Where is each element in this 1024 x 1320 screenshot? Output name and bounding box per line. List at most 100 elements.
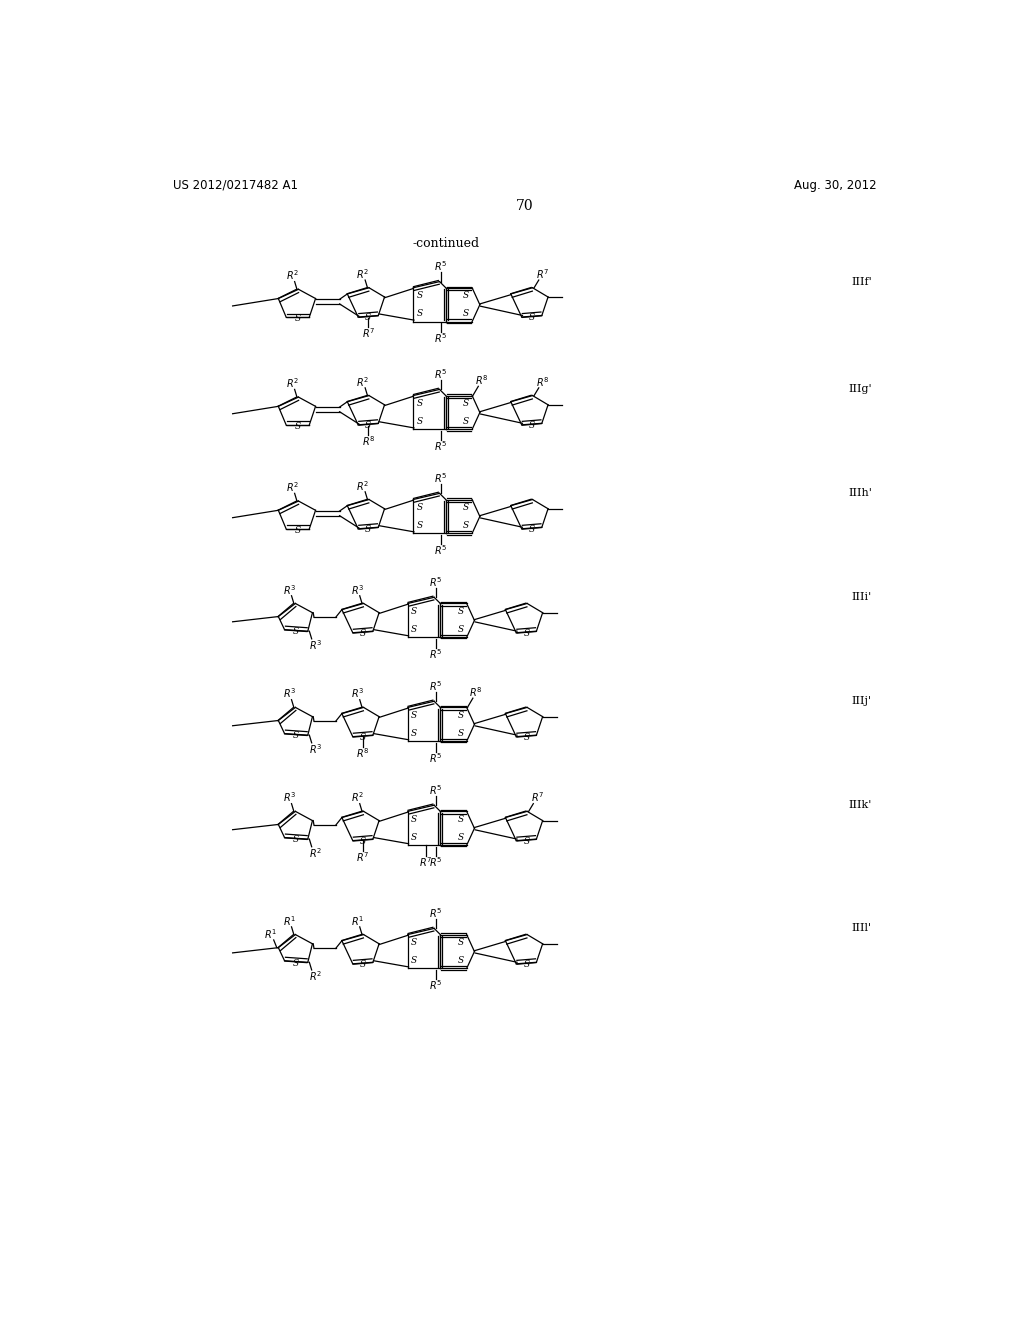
Text: S: S: [458, 626, 464, 634]
Text: IIIi': IIIi': [852, 593, 872, 602]
Text: S: S: [295, 422, 301, 430]
Text: S: S: [523, 630, 529, 638]
Text: S: S: [463, 290, 469, 300]
Text: S: S: [417, 521, 423, 531]
Text: S: S: [463, 521, 469, 531]
Text: S: S: [366, 313, 372, 322]
Text: S: S: [411, 956, 417, 965]
Text: $R^1$: $R^1$: [264, 927, 278, 941]
Text: S: S: [293, 627, 299, 636]
Text: $R^2$: $R^2$: [356, 267, 370, 281]
Text: S: S: [411, 814, 417, 824]
Text: S: S: [293, 731, 299, 741]
Text: -continued: -continued: [413, 236, 479, 249]
Text: S: S: [295, 525, 301, 535]
Text: $R^3$: $R^3$: [283, 582, 296, 597]
Text: S: S: [417, 399, 423, 408]
Text: S: S: [463, 417, 469, 426]
Text: $R^5$: $R^5$: [429, 783, 442, 797]
Text: $R^5$: $R^5$: [434, 259, 447, 273]
Text: IIIg': IIIg': [848, 384, 872, 395]
Text: S: S: [359, 960, 366, 969]
Text: S: S: [458, 607, 464, 615]
Text: S: S: [417, 290, 423, 300]
Text: $R^3$: $R^3$: [309, 638, 323, 652]
Text: S: S: [417, 309, 423, 318]
Text: S: S: [458, 833, 464, 842]
Text: $R^5$: $R^5$: [434, 331, 447, 346]
Text: S: S: [411, 626, 417, 634]
Text: S: S: [528, 421, 535, 430]
Text: S: S: [458, 814, 464, 824]
Text: $R^3$: $R^3$: [309, 742, 323, 756]
Text: 70: 70: [516, 199, 534, 213]
Text: $R^7$: $R^7$: [419, 855, 432, 869]
Text: S: S: [411, 937, 417, 946]
Text: $R^7$: $R^7$: [361, 326, 375, 341]
Text: $R^8$: $R^8$: [536, 375, 549, 388]
Text: US 2012/0217482 A1: US 2012/0217482 A1: [173, 178, 298, 191]
Text: $R^3$: $R^3$: [351, 686, 365, 701]
Text: $R^8$: $R^8$: [361, 434, 375, 447]
Text: S: S: [411, 710, 417, 719]
Text: $R^2$: $R^2$: [309, 969, 323, 983]
Text: $R^2$: $R^2$: [286, 376, 299, 391]
Text: $R^1$: $R^1$: [283, 913, 296, 928]
Text: $R^2$: $R^2$: [351, 791, 364, 804]
Text: $R^8$: $R^8$: [469, 685, 482, 698]
Text: $R^5$: $R^5$: [429, 678, 442, 693]
Text: $R^3$: $R^3$: [283, 791, 296, 804]
Text: S: S: [417, 503, 423, 512]
Text: IIIl': IIIl': [852, 924, 872, 933]
Text: S: S: [458, 956, 464, 965]
Text: S: S: [463, 503, 469, 512]
Text: S: S: [528, 313, 535, 322]
Text: S: S: [523, 837, 529, 846]
Text: S: S: [417, 417, 423, 426]
Text: S: S: [523, 733, 529, 742]
Text: S: S: [359, 733, 366, 742]
Text: $R^2$: $R^2$: [286, 480, 299, 494]
Text: $R^8$: $R^8$: [356, 746, 370, 760]
Text: $R^2$: $R^2$: [356, 375, 370, 388]
Text: $R^5$: $R^5$: [434, 544, 447, 557]
Text: $R^5$: $R^5$: [429, 576, 442, 589]
Text: S: S: [411, 833, 417, 842]
Text: S: S: [528, 525, 535, 535]
Text: $R^5$: $R^5$: [429, 906, 442, 920]
Text: $R^5$: $R^5$: [434, 367, 447, 381]
Text: $R^2$: $R^2$: [356, 479, 370, 492]
Text: $R^5$: $R^5$: [434, 440, 447, 453]
Text: S: S: [295, 314, 301, 323]
Text: $R^5$: $R^5$: [429, 647, 442, 661]
Text: $R^3$: $R^3$: [351, 582, 365, 597]
Text: $R^1$: $R^1$: [351, 913, 364, 928]
Text: IIIh': IIIh': [848, 488, 872, 499]
Text: $R^7$: $R^7$: [356, 850, 370, 863]
Text: S: S: [359, 837, 366, 846]
Text: $R^5$: $R^5$: [434, 471, 447, 484]
Text: $R^3$: $R^3$: [283, 686, 296, 701]
Text: $R^8$: $R^8$: [475, 374, 488, 387]
Text: S: S: [366, 421, 372, 430]
Text: $R^2$: $R^2$: [286, 268, 299, 282]
Text: $R^2$: $R^2$: [309, 846, 323, 859]
Text: S: S: [458, 937, 464, 946]
Text: S: S: [366, 525, 372, 535]
Text: $R^7$: $R^7$: [530, 791, 544, 804]
Text: S: S: [458, 710, 464, 719]
Text: S: S: [411, 607, 417, 615]
Text: S: S: [293, 836, 299, 845]
Text: $R^5$: $R^5$: [429, 978, 442, 993]
Text: S: S: [458, 729, 464, 738]
Text: S: S: [359, 630, 366, 638]
Text: S: S: [463, 309, 469, 318]
Text: IIIf': IIIf': [851, 277, 872, 286]
Text: S: S: [463, 399, 469, 408]
Text: S: S: [523, 960, 529, 969]
Text: Aug. 30, 2012: Aug. 30, 2012: [794, 178, 877, 191]
Text: IIIk': IIIk': [849, 800, 872, 810]
Text: S: S: [411, 729, 417, 738]
Text: $R^5$: $R^5$: [429, 855, 442, 869]
Text: S: S: [293, 958, 299, 968]
